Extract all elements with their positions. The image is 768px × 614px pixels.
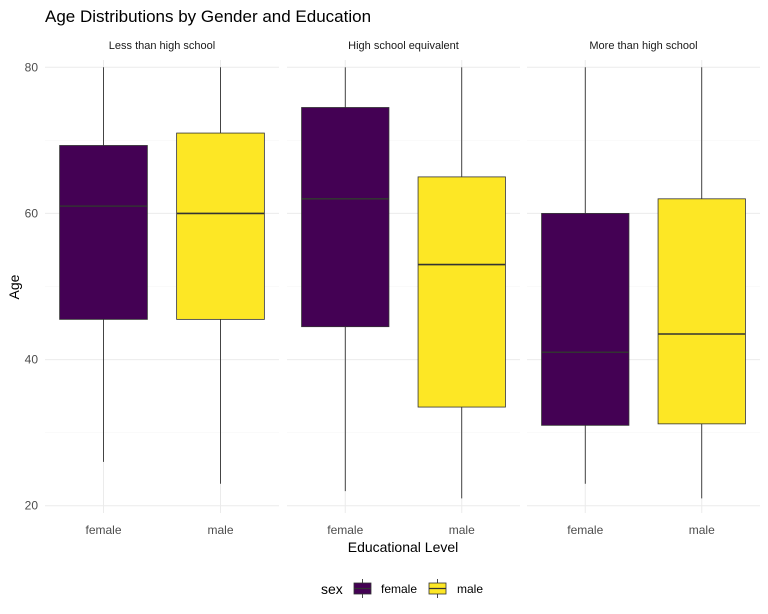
box-male	[176, 67, 265, 484]
x-tick-label: male	[449, 523, 475, 537]
box-rect	[657, 198, 746, 425]
legend-item-female: female	[353, 579, 417, 598]
legend-label: male	[457, 582, 483, 596]
box-male	[417, 67, 506, 499]
facet-label: More than high school	[589, 40, 697, 52]
x-tick-label: female	[85, 523, 121, 537]
box-rect	[417, 176, 506, 408]
facet-panel: More than high school female male	[527, 40, 760, 537]
y-tick-label: 20	[25, 499, 39, 513]
box-rect	[176, 132, 265, 320]
x-tick-label: male	[689, 523, 715, 537]
y-axis-title: Age	[6, 274, 22, 299]
box-female	[541, 67, 630, 484]
legend: sex female male	[321, 579, 483, 598]
y-axis: 20 40 60 80	[25, 60, 39, 512]
x-tick-label: female	[327, 523, 363, 537]
box-female	[59, 67, 148, 462]
y-tick-label: 40	[25, 353, 39, 367]
box-rect	[301, 107, 390, 328]
legend-item-male: male	[428, 579, 483, 598]
facet-label: High school equivalent	[348, 40, 459, 52]
y-tick-label: 60	[25, 206, 39, 220]
box-female	[301, 67, 390, 492]
chart-title: Age Distributions by Gender and Educatio…	[45, 7, 371, 26]
facet-label: Less than high school	[109, 40, 215, 52]
x-tick-label: male	[207, 523, 233, 537]
box-rect	[59, 145, 148, 320]
x-axis-title: Educational Level	[348, 539, 459, 555]
facet-panel: High school equivalent female male	[287, 40, 520, 537]
legend-label: female	[381, 582, 417, 596]
box-rect	[541, 213, 630, 426]
facet-panel: Less than high school female male	[45, 40, 279, 537]
box-male	[657, 67, 746, 499]
x-tick-label: female	[567, 523, 603, 537]
y-tick-label: 80	[25, 60, 39, 74]
legend-title: sex	[321, 581, 343, 597]
